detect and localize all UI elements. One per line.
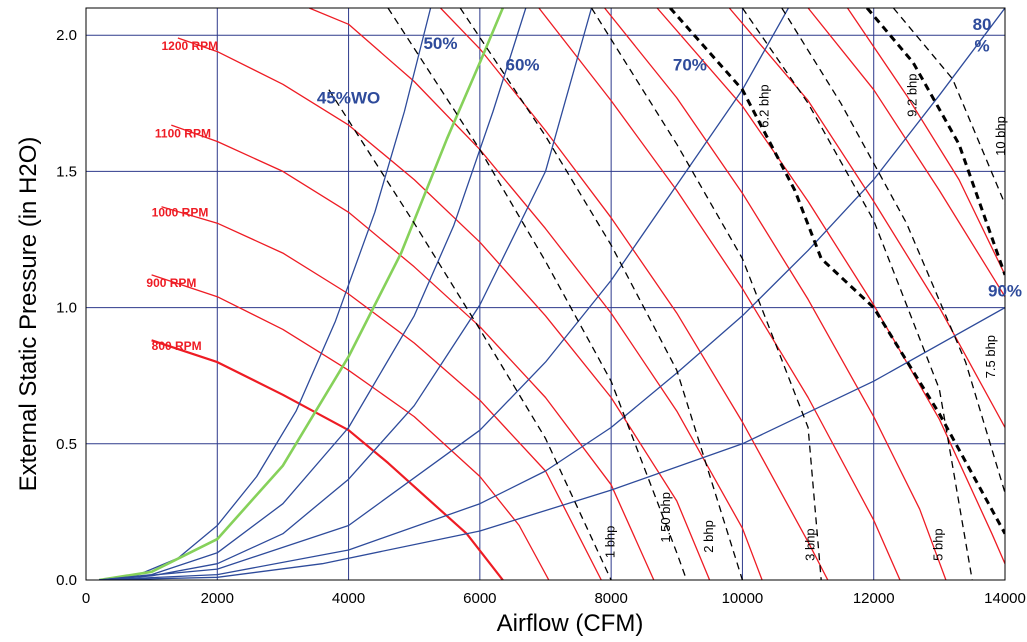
- series-rpm-1600-rpm: [604, 8, 947, 580]
- series-rpm-1940-rpm: [846, 8, 1005, 276]
- series-rpm-1500-rpm: [538, 8, 901, 580]
- series-rpm-1400-rpm: [440, 8, 829, 580]
- y-axis-title: External Static Pressure (in H2O): [15, 137, 42, 492]
- y-tick-label: 1.0: [56, 300, 77, 317]
- rpm-label: 1000 RPM: [152, 205, 209, 219]
- wo-label: %: [974, 37, 989, 56]
- series-bhp-10-bhp: [892, 8, 1005, 205]
- x-tick-label: 10000: [722, 590, 764, 607]
- series-highlight_wo-green: [98, 8, 504, 580]
- rpm-label: 900 RPM: [776, 0, 826, 1]
- rpm-label: 1200 RPM: [161, 39, 218, 53]
- bhp-label: 9.2 bhp: [904, 73, 919, 116]
- series-bhp-9-2-bhp: [865, 8, 1005, 276]
- rpm-label: 1700 RPM: [635, 0, 692, 1]
- y-tick-label: 1.5: [56, 163, 77, 180]
- series-bhp-3-bhp: [590, 8, 822, 580]
- plot-border: [85, 7, 1006, 581]
- series-rpm-1700-rpm: [656, 8, 1005, 564]
- series-rpm-900-rpm: [151, 274, 550, 580]
- series-wo-60-: [99, 8, 593, 580]
- bhp-label: 1 bhp: [602, 526, 617, 559]
- bhp-label: 3 bhp: [803, 528, 818, 561]
- bhp-label: 6.2 bhp: [757, 84, 772, 127]
- series-rpm-1200-rpm: [177, 37, 711, 580]
- rpm-label: 1800 RPM: [701, 0, 758, 1]
- x-tick-label: 0: [82, 590, 90, 607]
- rpm-label: 800 RPM: [152, 339, 202, 353]
- bhp-label: 2 bhp: [701, 520, 716, 553]
- bhp-label: 7.5 bhp: [983, 335, 998, 378]
- x-axis-title: Airflow (CFM): [497, 610, 644, 637]
- rpm-label: 1600 RPM: [563, 0, 620, 1]
- bhp-label: 1.50 bhp: [658, 492, 673, 543]
- wo-label: 50%: [423, 34, 457, 53]
- wo-label: 60%: [506, 56, 540, 75]
- bhp-label: 5 bhp: [931, 528, 946, 561]
- x-tick-label: 2000: [201, 590, 234, 607]
- series-bhp-1-50-bhp: [387, 8, 688, 580]
- series-wo-80-: [99, 8, 1005, 580]
- series-rpm-1800-rpm: [728, 8, 1005, 428]
- rpm-label: 940 RPM: [849, 0, 899, 1]
- wo-label: 45%WO: [317, 88, 380, 107]
- series-bhp-1-bhp: [328, 89, 612, 580]
- x-tick-label: 6000: [463, 590, 496, 607]
- x-tick-label: 8000: [594, 590, 627, 607]
- series-rpm-1100-rpm: [171, 124, 655, 580]
- y-tick-label: 0.5: [56, 436, 77, 453]
- plot-frame: [85, 7, 1006, 581]
- y-tick-label: 2.0: [56, 27, 77, 44]
- x-tick-label: 4000: [332, 590, 365, 607]
- series-rpm-1000-rpm: [161, 206, 602, 580]
- series-wo-90-: [99, 307, 1005, 580]
- wo-label: 80: [973, 15, 992, 34]
- rpm-label: 1300 RPM: [245, 0, 302, 1]
- rpm-label: 900 RPM: [146, 276, 196, 290]
- x-tick-label: 12000: [853, 590, 895, 607]
- series-wo-70-: [99, 8, 789, 580]
- series-wo-50-: [99, 8, 527, 580]
- series-rpm-800-rpm: [151, 339, 504, 580]
- wo-label: 70%: [673, 56, 707, 75]
- series-bhp-6-2-bhp: [669, 8, 1005, 535]
- series-bhp-2-bhp: [459, 8, 744, 580]
- series-bhp-5-bhp: [741, 8, 973, 580]
- y-tick-label: 0.0: [56, 572, 77, 589]
- series-rpm-1900-rpm: [807, 8, 1005, 298]
- tick-labels: 0 2000 4000 6000 8000 10000 12000 14000 0.0 0.5 1.…: [56, 27, 1026, 607]
- series-rpm-1300-rpm: [308, 8, 763, 580]
- series-wo-45-wo: [99, 8, 432, 580]
- series-layer: [98, 8, 1005, 580]
- series-bhp-7-5-bhp: [781, 8, 1005, 493]
- bhp-label: 10 bhp: [993, 116, 1008, 156]
- rpm-label: 1500 RPM: [471, 0, 528, 1]
- curve-labels: 800 RPM 900 RPM 1000 RPM 1100 RPM 1200 RPM 13…: [146, 0, 1022, 561]
- rpm-label: 1100 RPM: [155, 126, 211, 140]
- rpm-label: 1400 RPM: [379, 0, 436, 1]
- wo-label: 90%: [988, 282, 1022, 301]
- x-tick-label: 14000: [984, 590, 1026, 607]
